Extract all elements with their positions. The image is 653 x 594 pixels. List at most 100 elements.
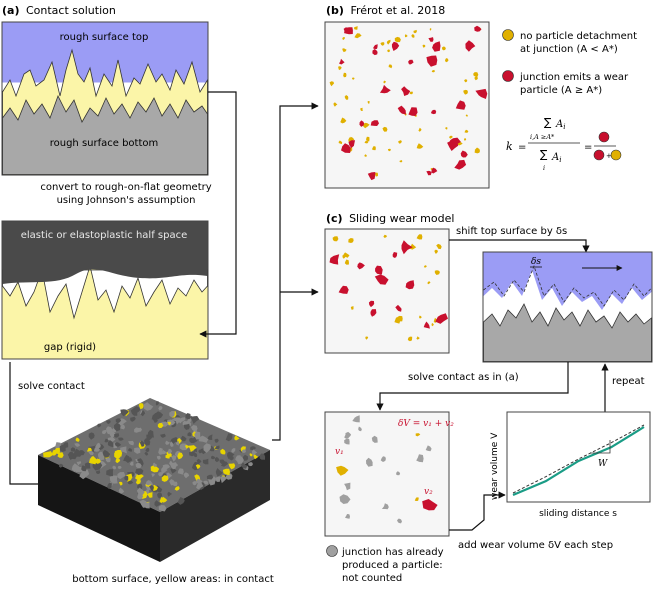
wear-junction <box>465 40 476 52</box>
contact-area <box>75 437 80 442</box>
surface-bump <box>158 447 163 455</box>
contact-area <box>167 421 172 426</box>
surface-bump <box>128 448 133 452</box>
surface-bump <box>214 438 219 443</box>
surface-bump <box>114 442 122 447</box>
surface-bump <box>102 449 111 458</box>
no-detachment-junction <box>332 236 339 242</box>
wear-junction <box>392 252 398 258</box>
no-detachment-junction <box>397 315 403 322</box>
surface-bump <box>88 450 94 455</box>
contact-area <box>95 458 101 464</box>
panel-b: (b) Frérot et al. 2018 no particle detac… <box>324 4 637 189</box>
contact-area <box>249 453 253 457</box>
no-detachment-junction <box>427 281 431 285</box>
no-detachment-junction <box>434 270 440 275</box>
counted-junction <box>380 456 386 462</box>
surface-bump <box>88 432 95 440</box>
counted-junction <box>416 454 424 463</box>
contact-area <box>161 475 169 482</box>
add-wear-arrow <box>449 491 506 531</box>
no-detachment-junction <box>409 243 417 250</box>
no-detachment-junction <box>383 80 387 84</box>
wear-junction <box>395 304 402 312</box>
surface-bump <box>192 481 197 486</box>
no-detachment-junction <box>423 265 427 268</box>
surface-bump <box>219 459 225 464</box>
surface-bump <box>174 451 182 457</box>
counted-junction <box>352 415 360 423</box>
no-detachment-junction <box>343 72 347 78</box>
panel-c: (c) Sliding wear model shift top surface… <box>324 212 653 584</box>
plot-ylabel: wear volume V <box>490 432 500 500</box>
surface-bump <box>187 432 192 437</box>
surface-bump <box>158 406 163 411</box>
surface-bump <box>137 427 142 432</box>
surface-bump <box>160 433 166 438</box>
wear-series-line <box>512 426 645 497</box>
surface-bump <box>224 473 233 480</box>
surface-bump <box>231 448 236 453</box>
surface-bump <box>143 402 154 411</box>
surface-bump <box>107 482 112 490</box>
surface-bump <box>242 449 246 453</box>
wear-junction <box>401 240 413 255</box>
counted-junction <box>371 435 378 443</box>
no-detachment-junction <box>388 64 393 69</box>
surface-bump <box>203 443 211 453</box>
contact-area <box>220 448 226 455</box>
wear-junction <box>426 55 438 67</box>
delta-v-equation: δV = v₁ + v₂ <box>398 419 454 429</box>
half-space-fill <box>2 221 208 284</box>
no-detachment-junction <box>409 91 413 95</box>
wear-junction <box>348 140 355 148</box>
contact-area <box>150 464 160 473</box>
no-detachment-junction <box>351 77 355 80</box>
no-detachment-junction <box>442 46 446 51</box>
shifted-profile <box>483 264 652 307</box>
surface-bump <box>105 457 111 463</box>
contact-area <box>195 464 201 470</box>
no-detachment-junction <box>354 26 358 30</box>
contact-area <box>174 486 180 491</box>
surface-bump <box>190 416 200 424</box>
surface-bump <box>199 435 209 443</box>
no-detachment-junction <box>474 147 480 154</box>
no-detachment-junction <box>436 243 442 250</box>
no-detachment-junction <box>464 129 469 133</box>
v2-label: v₂ <box>424 487 433 497</box>
no-detachment-junction <box>367 101 370 104</box>
surface-bump <box>106 426 113 435</box>
surface-bump <box>198 449 202 454</box>
wear-junction <box>339 58 345 65</box>
surface-bump <box>155 401 159 406</box>
sliding-bottom-surface <box>483 303 652 362</box>
surface-bump <box>140 409 146 417</box>
no-detachment-junction <box>374 172 378 177</box>
delta-s-label: δs <box>531 257 541 267</box>
no-detachment-junction <box>394 317 401 324</box>
no-detachment-junction <box>398 140 402 144</box>
surface-bump <box>182 420 188 427</box>
surface-bump <box>136 487 145 495</box>
no-detachment-junction <box>383 234 388 238</box>
surface-bump <box>177 468 184 475</box>
surface-bump <box>117 465 122 470</box>
surface-bump <box>109 475 118 484</box>
counted-junction <box>344 438 350 445</box>
shift-label: shift top surface by δs <box>456 226 567 237</box>
gap-label: gap (rigid) <box>44 342 96 353</box>
no-detachment-junction <box>350 306 354 310</box>
sliding-top-surface <box>483 252 652 310</box>
formula-num-cond: i,A ≥A* <box>530 133 555 141</box>
no-detachment-junction <box>364 154 367 157</box>
surface-bump <box>93 446 100 452</box>
surface-bump <box>59 444 67 452</box>
surface-bump <box>235 455 242 462</box>
surface-bump <box>114 433 120 438</box>
no-detachment-junction <box>364 140 369 144</box>
no-detachment-junction <box>415 433 421 437</box>
formula-num-term: Ai <box>555 119 565 131</box>
surface-bump <box>157 492 163 499</box>
wear-coefficient-formula: k = ∑ Ai i,A ≥A* ∑ Ai i = + <box>506 116 622 172</box>
